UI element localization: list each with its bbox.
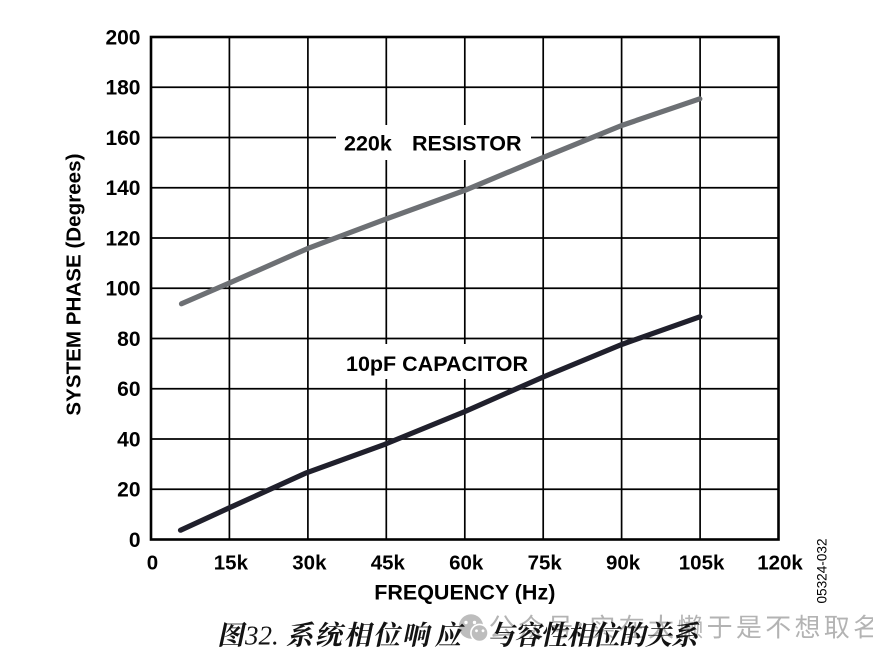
svg-text:FREQUENCY (Hz): FREQUENCY (Hz)	[374, 581, 555, 605]
svg-text:10pF CAPACITOR: 10pF CAPACITOR	[346, 352, 528, 376]
svg-text:80: 80	[117, 328, 140, 351]
svg-text:180: 180	[105, 77, 140, 100]
svg-text:32.: 32.	[244, 621, 279, 651]
svg-text:0: 0	[147, 552, 158, 575]
svg-text:40: 40	[117, 428, 140, 451]
svg-text:140: 140	[105, 177, 140, 200]
svg-text:200: 200	[105, 26, 140, 49]
svg-text:15k: 15k	[214, 552, 249, 575]
svg-text:0: 0	[129, 529, 141, 552]
svg-text:30k: 30k	[292, 552, 327, 575]
svg-text:220k: 220k	[344, 131, 392, 155]
svg-text:RESISTOR: RESISTOR	[412, 131, 522, 155]
svg-text:160: 160	[105, 127, 140, 150]
svg-text:20: 20	[117, 479, 140, 502]
svg-text:90k: 90k	[606, 552, 641, 575]
svg-text:75k: 75k	[528, 552, 563, 575]
svg-text:100: 100	[105, 278, 140, 301]
svg-text:120: 120	[105, 227, 140, 250]
svg-text:45k: 45k	[371, 552, 406, 575]
svg-text:120k: 120k	[757, 552, 803, 575]
svg-text:60k: 60k	[449, 552, 484, 575]
svg-text:105k: 105k	[679, 552, 725, 575]
svg-text:60: 60	[117, 378, 140, 401]
svg-text:SYSTEM PHASE (Degrees): SYSTEM PHASE (Degrees)	[63, 154, 86, 416]
svg-text:05324-032: 05324-032	[815, 538, 830, 603]
